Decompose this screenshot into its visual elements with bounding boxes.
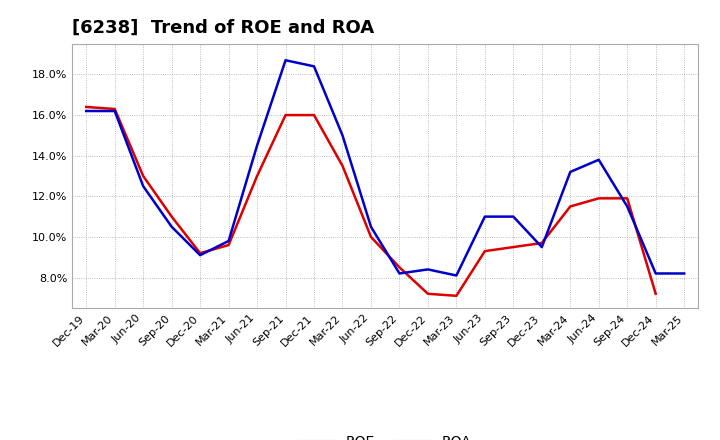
- Legend: ROE, ROA: ROE, ROA: [294, 429, 477, 440]
- Text: [6238]  Trend of ROE and ROA: [6238] Trend of ROE and ROA: [72, 19, 374, 37]
